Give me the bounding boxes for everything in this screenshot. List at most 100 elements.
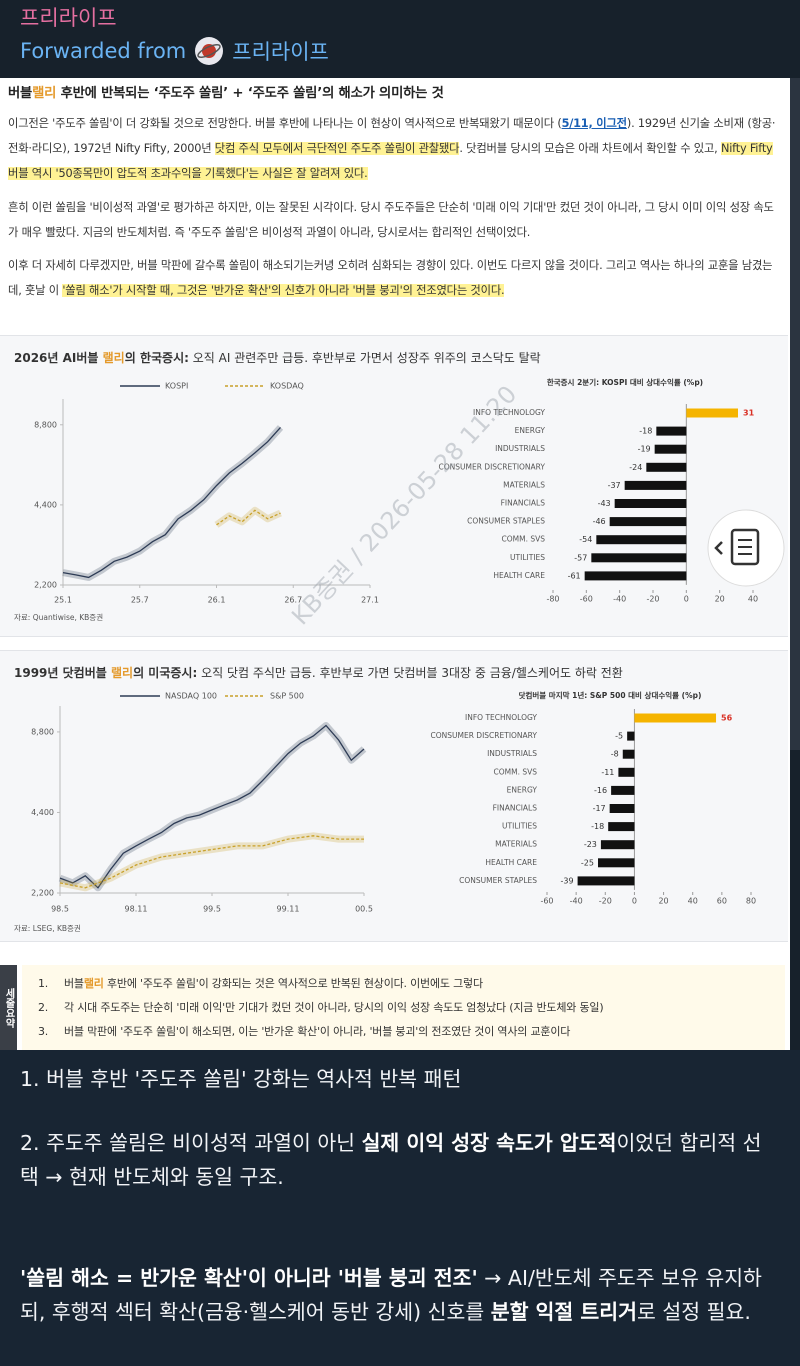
- value-label: -16: [594, 786, 607, 795]
- category-label: FINANCIALS: [501, 499, 546, 508]
- text-segment: → AI/반도체 주도주 보유 유지하되, 후행적 섹터 확산(금융·헬스케어 …: [20, 1266, 762, 1324]
- value-label: -43: [598, 499, 611, 508]
- bar: [596, 535, 687, 545]
- value-label: -19: [638, 445, 651, 454]
- y-tick-label: 8,800: [34, 420, 57, 429]
- scrollbar[interactable]: [790, 78, 800, 750]
- text-segment: 2. 주도주 쏠림은 비이성적 과열이 아닌: [20, 1131, 362, 1155]
- chart-title: 2026년 AI버블 랠리의 한국증시: 오직 AI 관련주만 급등. 후반부로…: [14, 350, 541, 365]
- text-segment: 분할 익절 트리거: [490, 1300, 637, 1324]
- value-label: 31: [743, 409, 755, 418]
- source-note: 자료: Quantiwise, KB증권: [14, 613, 103, 622]
- text-segment: ). 1929년 신기술 소비재 (항공·전화·라디오), 1972년 Nift…: [8, 117, 776, 155]
- text-segment: 의 한국증시:: [125, 350, 189, 365]
- value-label: -57: [574, 553, 587, 562]
- text-segment: 랠리: [103, 350, 125, 365]
- legend-label: NASDAQ 100: [165, 692, 217, 701]
- x-tick-label: 25.1: [54, 596, 72, 605]
- text-segment: 랠리: [83, 977, 104, 990]
- line-series: [59, 835, 364, 889]
- paragraph: 이그전은 '주도주 쏠림'이 더 강화될 것으로 전망한다. 버블 후반에 나타…: [8, 111, 776, 186]
- legend-label: KOSDAQ: [270, 382, 304, 391]
- avatar[interactable]: [194, 36, 224, 66]
- item-number: 1.: [38, 977, 49, 990]
- category-label: HEALTH CARE: [493, 571, 545, 580]
- category-label: CONSUMER STAPLES: [459, 876, 537, 885]
- bar: [611, 785, 635, 795]
- category-label: UTILITIES: [510, 553, 545, 562]
- channel-name[interactable]: 프리라이프: [20, 6, 117, 30]
- category-label: ENERGY: [507, 785, 538, 794]
- bar: [600, 840, 635, 850]
- chart-panel: 2026년 AI버블 랠리의 한국증시: 오직 AI 관련주만 급등. 후반부로…: [0, 335, 788, 637]
- x-tick-label: 99.11: [277, 905, 300, 914]
- text-segment: 오직 닷컴 주식만 급등. 후반부로 가면 닷컴버블 3대장 중 금융/헬스케어…: [197, 666, 623, 680]
- value-label: -37: [608, 481, 621, 490]
- bar: [591, 553, 687, 563]
- value-label: -17: [593, 804, 606, 813]
- x-tick-label: 20: [658, 897, 668, 906]
- bar: [622, 749, 635, 759]
- value-label: -5: [615, 732, 623, 741]
- text-segment: 2026년 AI버블: [14, 350, 103, 365]
- text-segment: 닷컴 주식 모두에서 극단적인 주도주 쏠림이 관찰됐다: [214, 142, 460, 155]
- category-label: CONSUMER STAPLES: [467, 517, 545, 526]
- text-segment: 5/11, 이그전: [561, 117, 628, 130]
- document-title: 버블랠리 후반에 반복되는 ‘주도주 쏠림’ + ‘주도주 쏠림’의 해소가 의…: [8, 82, 444, 101]
- summary-item: 1. 버블랠리 후반에 '주도주 쏠림'이 강화되는 것은 역사적으로 반복된 현…: [38, 975, 483, 991]
- x-tick-label: 40: [688, 897, 698, 906]
- category-label: COMM. SVS: [493, 767, 537, 776]
- line-glow: [58, 722, 367, 892]
- x-tick-label: 26.1: [208, 596, 226, 605]
- x-tick-label: 00.5: [355, 905, 373, 914]
- category-label: INFO TECHNOLOGY: [465, 713, 537, 722]
- forwarded-channel[interactable]: 프리라이프: [232, 40, 329, 64]
- category-label: INDUSTRIALS: [495, 444, 545, 453]
- value-label: -24: [629, 463, 642, 472]
- x-tick-label: 0: [684, 595, 689, 604]
- value-label: -54: [579, 535, 592, 544]
- text-segment: 이후 더 자세히 다루겠지만, 버블 막판에 갈수록 쏠림이 해소되기는커녕 오…: [8, 259, 773, 297]
- bar: [609, 804, 635, 813]
- text-segment: 1. 버블 후반 '주도주 쏠림' 강화는 역사적 반복 패턴: [20, 1067, 462, 1091]
- value-label: 56: [721, 714, 733, 723]
- value-label: -23: [584, 840, 597, 849]
- legend-label: S&P 500: [270, 692, 304, 701]
- text-segment: 랠리: [111, 665, 133, 680]
- bar: [614, 499, 687, 508]
- item-number: 2.: [38, 1001, 49, 1014]
- message-paragraph: 2. 주도주 쏠림은 비이성적 과열이 아닌 실제 이익 성장 속도가 압도적이…: [20, 1126, 765, 1194]
- bar: [624, 480, 687, 490]
- text-segment: 각 시대 주도주는 단순히 '미래 이익'만 기대가 컸던 것이 아니라, 당시…: [64, 1001, 604, 1014]
- value-label: -18: [639, 427, 652, 436]
- text-segment: 버블 막판에 '주도주 쏠림'이 해소되면, 이는 '반가운 확산'이 아니라,…: [64, 1025, 571, 1038]
- watermark: KB증권 / 2026-05-28 11:20: [286, 380, 522, 630]
- x-tick-label: 26.7: [284, 596, 302, 605]
- text-segment: 이그전은 '주도주 쏠림'이 더 강화될 것으로 전망한다. 버블 후반에 나타…: [8, 117, 562, 130]
- forward-line: Forwarded from 프리라이프: [20, 36, 329, 66]
- x-tick-label: 98.11: [125, 905, 148, 914]
- text-segment: 실제 이익 성장 속도가 압도적: [361, 1131, 617, 1155]
- x-tick-label: 40: [748, 595, 758, 604]
- floating-button[interactable]: [700, 504, 792, 596]
- x-tick-label: -60: [540, 897, 553, 906]
- x-tick-label: -40: [613, 595, 626, 604]
- value-label: -18: [591, 822, 604, 831]
- x-tick-label: 20: [715, 595, 725, 604]
- text-segment: 후반에 '주도주 쏠림'이 강화되는 것은 역사적으로 반복된 현상이다. 이번…: [103, 977, 483, 990]
- summary-item: 2. 각 시대 주도주는 단순히 '미래 이익'만 기대가 컸던 것이 아니라, …: [38, 999, 604, 1015]
- paragraph: 이후 더 자세히 다루겠지만, 버블 막판에 갈수록 쏠림이 해소되기는커녕 오…: [8, 253, 776, 303]
- text-segment: 버블: [64, 977, 84, 990]
- x-tick-label: 27.1: [361, 596, 379, 605]
- forwarded-label: Forwarded from: [20, 39, 187, 63]
- legend-label: KOSPI: [165, 382, 188, 391]
- x-tick-label: -40: [570, 897, 583, 906]
- category-label: MATERIALS: [495, 840, 537, 849]
- y-tick-label: 2,200: [31, 889, 54, 898]
- text-segment: 흔히 이런 쏠림을 '비이성적 과열'로 평가하곤 하지만, 이는 잘못된 시각…: [8, 201, 774, 239]
- bar: [598, 858, 635, 868]
- bar-chart-title: 한국증시 2분기: KOSPI 대비 상대수익률 (%p): [547, 377, 703, 387]
- bar: [654, 444, 687, 454]
- x-tick-label: -60: [580, 595, 593, 604]
